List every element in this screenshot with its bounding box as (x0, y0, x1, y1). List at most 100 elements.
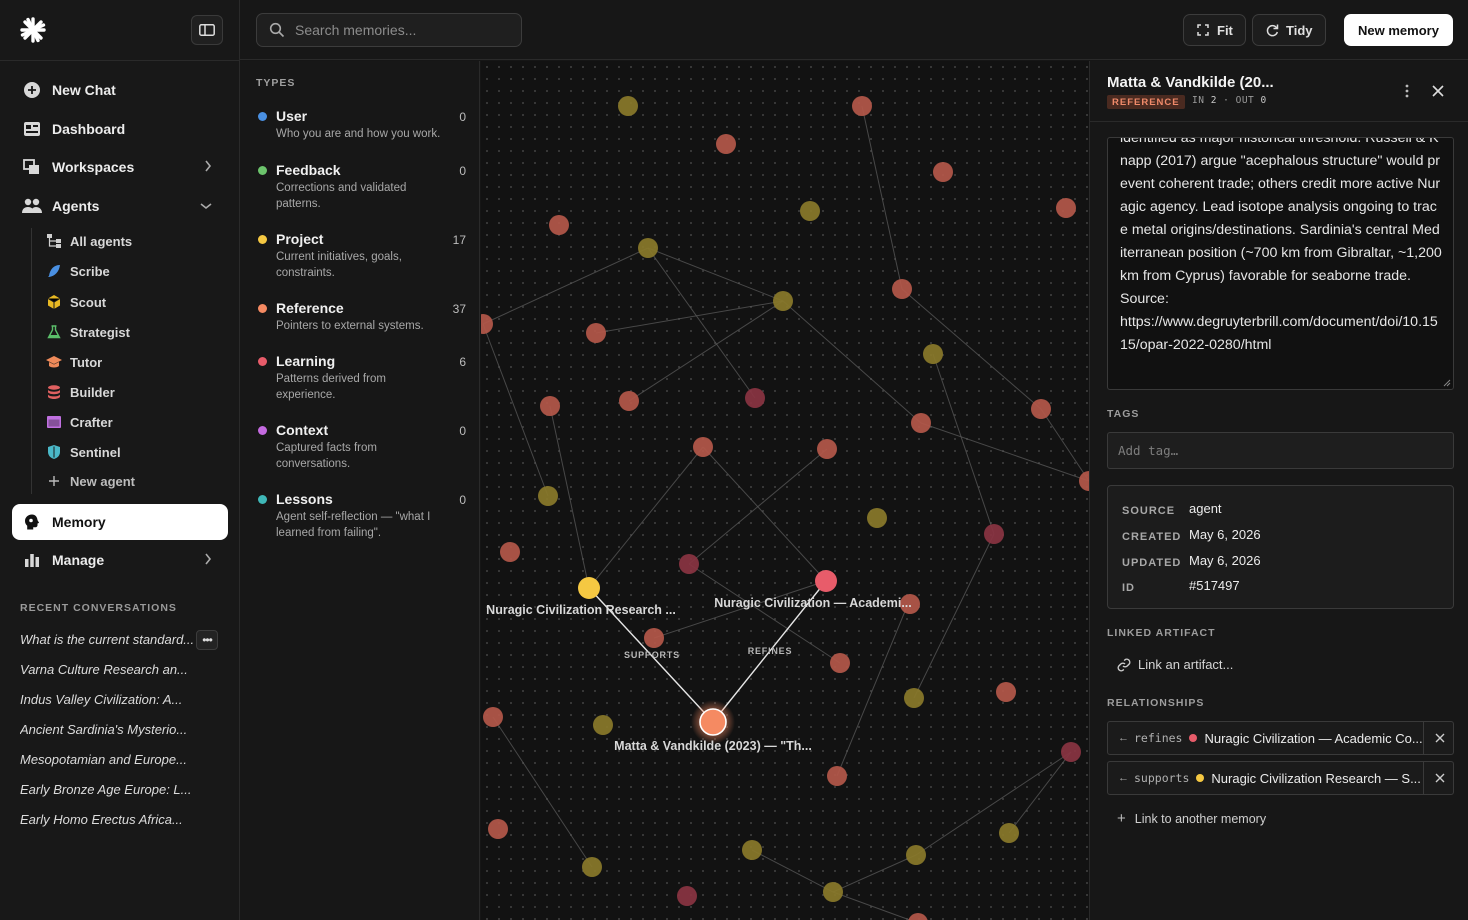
type-filter-lessons[interactable]: Lessons 0 Agent self-reflection — "what … (256, 491, 466, 543)
more-options-button[interactable] (1397, 81, 1417, 101)
nav-manage[interactable]: Manage (12, 543, 228, 577)
graph-node[interactable] (693, 437, 713, 457)
conversation-more-button[interactable]: ••• (196, 630, 218, 650)
graph-node[interactable] (582, 857, 602, 877)
graph-node[interactable] (984, 524, 1004, 544)
graph-node[interactable] (481, 314, 493, 334)
type-filter-reference[interactable]: Reference 37 Pointers to external system… (256, 300, 466, 352)
tag-field[interactable] (1107, 432, 1454, 469)
graph-node[interactable] (830, 653, 850, 673)
graph-node[interactable] (638, 238, 658, 258)
graph-node[interactable] (827, 766, 847, 786)
graph-node[interactable] (500, 542, 520, 562)
resize-handle-icon[interactable] (1443, 379, 1451, 387)
tag-input[interactable] (1118, 443, 1438, 458)
new-memory-button[interactable]: New memory (1344, 14, 1453, 46)
agent-item-scout[interactable]: Scout (46, 290, 106, 314)
search-input[interactable] (295, 22, 505, 38)
memory-graph[interactable]: Nuragic Civilization Research ... Nuragi… (481, 61, 1089, 920)
graph-node[interactable] (586, 323, 606, 343)
conversation-item[interactable]: Indus Valley Civilization: A... (20, 692, 183, 707)
remove-relationship-button[interactable] (1425, 762, 1454, 794)
detail-title[interactable]: Matta & Vandkilde (20... (1107, 74, 1274, 91)
sidebar-toggle-button[interactable] (191, 15, 223, 45)
graph-node[interactable] (488, 819, 508, 839)
graph-node[interactable] (619, 391, 639, 411)
graph-node[interactable] (483, 707, 503, 727)
relationship-link[interactable]: ← supports Nuragic Civilization Research… (1108, 762, 1424, 794)
nav-dashboard[interactable]: Dashboard (12, 112, 228, 146)
graph-node[interactable] (892, 279, 912, 299)
relationship-row[interactable]: ← refines Nuragic Civilization — Academi… (1107, 721, 1454, 755)
graph-node[interactable] (773, 291, 793, 311)
agent-item-crafter[interactable]: Crafter (46, 410, 113, 434)
graph-node[interactable] (1031, 399, 1051, 419)
graph-canvas[interactable]: Nuragic Civilization Research ... Nuragi… (481, 61, 1089, 920)
graph-node[interactable] (745, 388, 765, 408)
nav-agents[interactable]: Agents (12, 189, 228, 223)
graph-node[interactable] (742, 840, 762, 860)
graph-node[interactable] (1056, 198, 1076, 218)
graph-node[interactable] (996, 682, 1016, 702)
graph-node[interactable] (823, 882, 843, 902)
remove-relationship-button[interactable] (1425, 722, 1454, 754)
memory-body-textarea[interactable]: identified as major historical threshold… (1107, 137, 1454, 390)
graph-node-project-active[interactable] (578, 577, 600, 599)
graph-node-selected[interactable] (699, 708, 727, 736)
conversation-item[interactable]: Early Homo Erectus Africa... (20, 812, 183, 827)
graph-node[interactable] (593, 715, 613, 735)
type-filter-project[interactable]: Project 17 Current initiatives, goals, c… (256, 231, 466, 283)
conversation-item[interactable]: What is the current standard... (20, 632, 195, 647)
graph-node[interactable] (1061, 742, 1081, 762)
graph-node[interactable] (800, 201, 820, 221)
graph-node[interactable] (906, 845, 926, 865)
graph-node[interactable] (904, 688, 924, 708)
relationship-link[interactable]: ← refines Nuragic Civilization — Academi… (1108, 722, 1424, 754)
new-agent-button[interactable]: New agent (46, 469, 135, 493)
graph-node[interactable] (679, 554, 699, 574)
type-filter-user[interactable]: User 0 Who you are and how you work. (256, 108, 466, 160)
type-filter-context[interactable]: Context 0 Captured facts from conversati… (256, 422, 466, 474)
graph-node[interactable] (908, 913, 928, 920)
graph-node[interactable] (549, 215, 569, 235)
graph-node[interactable] (933, 162, 953, 182)
tidy-button[interactable]: Tidy (1252, 14, 1326, 46)
conversation-item[interactable]: Early Bronze Age Europe: L... (20, 782, 192, 797)
app-logo-icon[interactable] (20, 17, 46, 43)
graph-node-learning-active[interactable] (815, 570, 837, 592)
conversation-item[interactable]: Ancient Sardinia's Mysterio... (20, 722, 188, 737)
graph-node[interactable] (923, 344, 943, 364)
graph-node[interactable] (677, 886, 697, 906)
graph-node[interactable] (618, 96, 638, 116)
graph-node[interactable] (540, 396, 560, 416)
type-filter-learning[interactable]: Learning 6 Patterns derived from experie… (256, 353, 466, 405)
agent-item-tutor[interactable]: Tutor (46, 350, 102, 374)
graph-node[interactable] (911, 413, 931, 433)
link-memory-button[interactable]: + Link to another memory (1117, 810, 1266, 827)
link-artifact-button[interactable]: Link an artifact... (1117, 657, 1233, 672)
search-box[interactable] (256, 13, 522, 47)
graph-node[interactable] (716, 134, 736, 154)
nav-workspaces[interactable]: Workspaces (12, 150, 228, 184)
graph-node[interactable] (1079, 471, 1089, 491)
graph-node[interactable] (852, 96, 872, 116)
conversation-item[interactable]: Varna Culture Research an... (20, 662, 188, 677)
graph-node[interactable] (900, 594, 920, 614)
agent-item-builder[interactable]: Builder (46, 380, 115, 404)
agent-item-scribe[interactable]: Scribe (46, 259, 110, 283)
graph-node[interactable] (538, 486, 558, 506)
agent-item-all-agents[interactable]: All agents (46, 229, 132, 253)
nav-new-chat[interactable]: New Chat (12, 73, 228, 107)
agent-item-strategist[interactable]: Strategist (46, 320, 130, 344)
close-panel-button[interactable] (1428, 81, 1448, 101)
graph-node[interactable] (999, 823, 1019, 843)
conversation-item[interactable]: Mesopotamian and Europe... (20, 752, 187, 767)
agent-item-sentinel[interactable]: Sentinel (46, 440, 121, 464)
graph-node[interactable] (644, 628, 664, 648)
relationship-row[interactable]: ← supports Nuragic Civilization Research… (1107, 761, 1454, 795)
graph-node[interactable] (867, 508, 887, 528)
graph-node[interactable] (817, 439, 837, 459)
nav-memory[interactable]: Memory (12, 504, 228, 540)
type-filter-feedback[interactable]: Feedback 0 Corrections and validated pat… (256, 162, 466, 214)
fit-button[interactable]: Fit (1183, 14, 1246, 46)
